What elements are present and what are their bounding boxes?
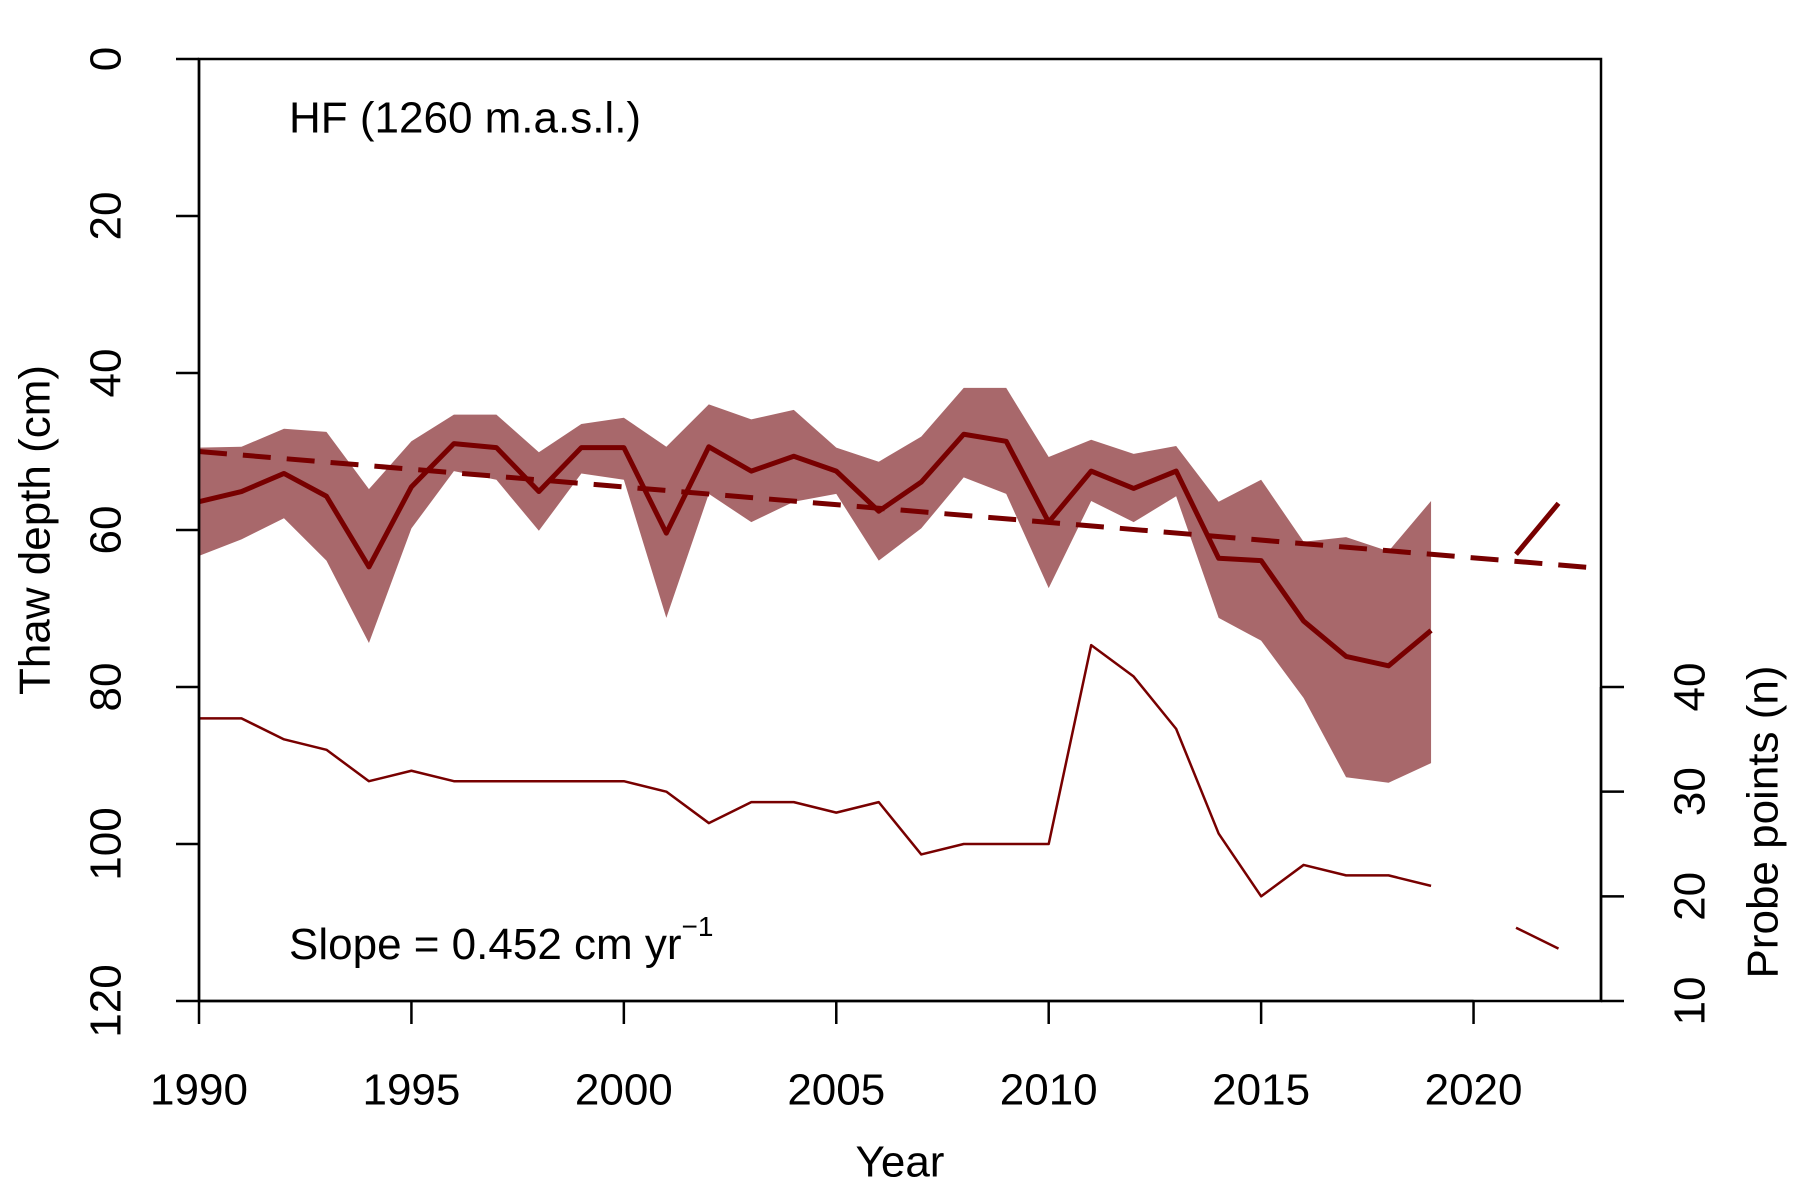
x-axis-title: Year — [856, 1138, 945, 1187]
x-tick-label: 2015 — [1212, 1066, 1310, 1115]
y-tick-label: 120 — [82, 964, 131, 1037]
x-tick-label: 2005 — [787, 1066, 885, 1115]
slope-annotation: Slope = 0.452 cm yr−1 — [289, 911, 713, 968]
y2-tick-label: 10 — [1666, 977, 1715, 1026]
y2-tick-label: 20 — [1666, 872, 1715, 921]
mean-line — [198, 431, 1561, 669]
y-tick-label: 40 — [82, 349, 131, 398]
x-tick-label: 1995 — [362, 1066, 460, 1115]
y2-axis-title: Probe points (n) — [1739, 665, 1788, 978]
x-tick-label: 2010 — [1000, 1066, 1098, 1115]
y-tick-label: 20 — [82, 192, 131, 241]
y2-tick-label: 30 — [1666, 767, 1715, 816]
trend-line — [198, 449, 1602, 571]
range-band — [199, 387, 1432, 783]
annotation: HF (1260 m.a.s.l.) — [289, 94, 641, 143]
y-axis-title: Thaw depth (cm) — [11, 365, 60, 695]
x-tick-label: 1990 — [150, 1066, 248, 1115]
x-tick-label: 2020 — [1425, 1066, 1523, 1115]
y-tick-label: 0 — [82, 47, 131, 71]
y2-tick-label: 40 — [1666, 663, 1715, 712]
slope-exponent: −1 — [682, 911, 714, 942]
y-tick-label: 60 — [82, 506, 131, 555]
slope-text: Slope = 0.452 cm yr — [289, 920, 682, 969]
y-tick-label: 80 — [82, 663, 131, 712]
probe-line — [199, 643, 1560, 950]
x-tick-label: 2000 — [575, 1066, 673, 1115]
y-tick-label: 100 — [82, 807, 131, 880]
